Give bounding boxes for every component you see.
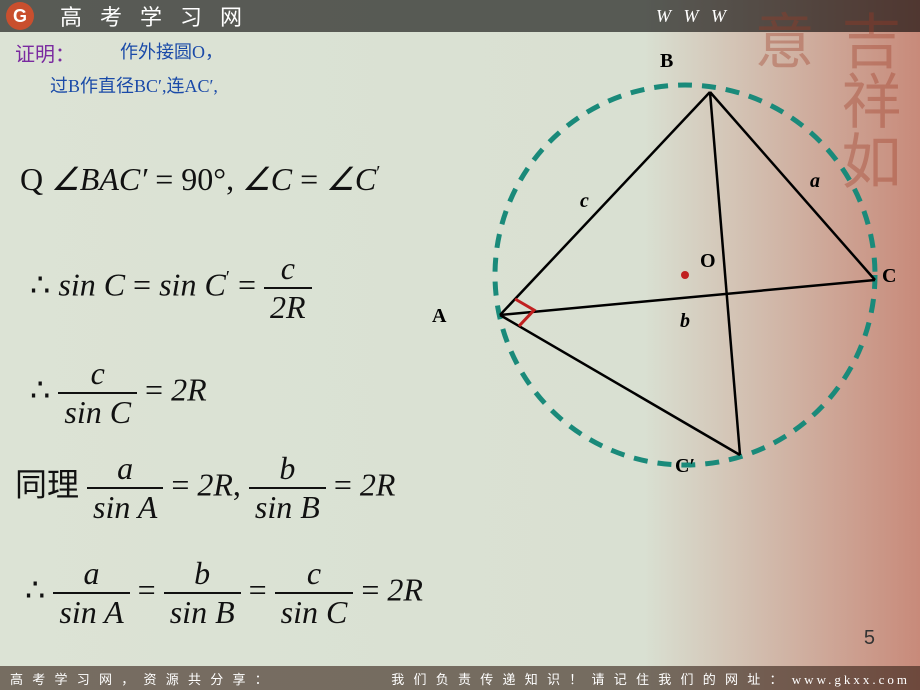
header-www: W W W — [656, 6, 730, 27]
footer-right: 我 们 负 责 传 递 知 识 ！ 请 记 住 我 们 的 网 址 ： www.… — [391, 669, 910, 688]
tongli: 同理 — [15, 466, 79, 502]
proof-label: 证明： — [15, 38, 75, 67]
math-line-1: Q ∠BAC′ = 90°, ∠C = ∠C′ — [20, 160, 380, 198]
page-number: 5 — [864, 627, 875, 650]
frac-den: sin B — [249, 489, 326, 526]
footer-left: 高 考 学 习 网 ， 资 源 共 分 享 ： — [10, 669, 271, 688]
label-b: b — [680, 310, 690, 333]
label-c: c — [580, 190, 589, 213]
label-O: O — [700, 250, 716, 273]
math-q: Q — [20, 161, 51, 197]
frac-den: 2R — [264, 289, 312, 326]
frac-num: b — [249, 450, 326, 489]
frac-num: c — [264, 250, 312, 289]
diagram: B A C C′ O a b c — [430, 50, 890, 480]
frac-num: b — [164, 555, 241, 594]
math-line-2: ∴ sin C = sin C′ = c 2R — [30, 250, 312, 326]
header-title: 高考学习网 — [60, 0, 260, 32]
label-C: C — [882, 265, 896, 288]
frac-num: c — [275, 555, 354, 594]
label-A: A — [432, 305, 446, 328]
frac-den: sin B — [164, 594, 241, 631]
frac-num: c — [58, 355, 137, 394]
frac-den: sin A — [87, 489, 163, 526]
math-bac: ∠BAC′ = 90°, ∠C = ∠C′ — [51, 161, 380, 197]
label-a: a — [810, 170, 820, 193]
label-B: B — [660, 50, 673, 73]
math-line-4: 同理 a sin A = 2R, b sin B = 2R — [15, 450, 395, 526]
step-2: 过B作直径BC′,连AC′, — [50, 72, 218, 98]
frac-den: sin A — [53, 594, 129, 631]
frac-den: sin C — [275, 594, 354, 631]
geometry-svg — [430, 50, 890, 470]
label-Cp: C′ — [675, 455, 695, 478]
step-1: 作外接圆O， — [120, 38, 223, 64]
math-line-3: ∴ c sin C = 2R — [30, 355, 207, 431]
frac-num: a — [53, 555, 129, 594]
frac-num: a — [87, 450, 163, 489]
footer-bar: 高 考 学 习 网 ， 资 源 共 分 享 ： 我 们 负 责 传 递 知 识 … — [0, 666, 920, 690]
logo: G — [6, 2, 34, 30]
frac-den: sin C — [58, 394, 137, 431]
math-line-5: ∴ a sin A = b sin B = c sin C = 2R — [25, 555, 423, 631]
